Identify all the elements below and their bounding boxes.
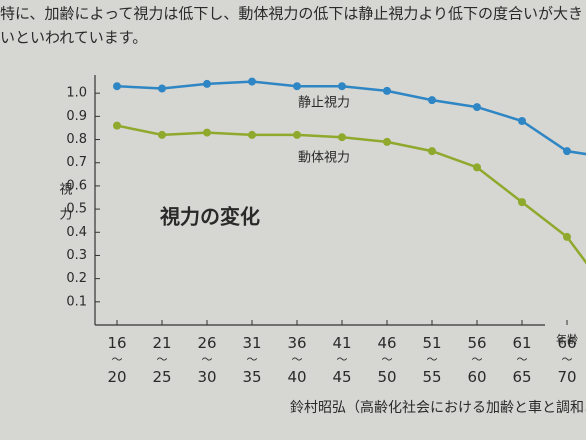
data-point: [383, 86, 391, 95]
y-tick-label: 0.1: [66, 294, 87, 309]
data-point: [518, 198, 526, 207]
y-tick-label: 0.2: [66, 271, 87, 286]
x-tick-label: 36 〜 40: [287, 334, 306, 386]
x-tick-label: 21 〜 25: [152, 334, 171, 386]
data-point: [338, 82, 346, 91]
data-point: [563, 232, 571, 241]
x-tick-label: 41 〜 45: [332, 334, 351, 386]
data-point: [113, 121, 121, 130]
data-point: [158, 84, 166, 93]
x-tick-label: 61 〜 65: [512, 334, 531, 386]
series-label: 動体視力: [298, 151, 350, 166]
y-tick-label: 0.7: [66, 155, 87, 170]
data-point: [473, 103, 481, 112]
x-tick-label: 51 〜 55: [422, 334, 441, 386]
series-line: [116, 124, 586, 265]
body-text: いといわれています。: [0, 29, 147, 47]
data-point: [563, 147, 571, 156]
data-point: [203, 128, 211, 137]
x-tick-label: 56 〜 60: [467, 334, 486, 386]
x-axis-label: 年齢: [556, 332, 578, 346]
series-line: [116, 80, 586, 156]
y-tick-label: 0.9: [66, 109, 87, 124]
data-point: [248, 77, 256, 86]
data-point: [113, 82, 121, 91]
y-tick-label: 0.3: [66, 248, 87, 263]
y-tick-label: 0.6: [66, 178, 87, 193]
y-tick-label: 0.5: [66, 202, 87, 217]
x-tick-label: 46 〜 50: [377, 334, 396, 386]
data-point: [473, 163, 481, 172]
data-point: [383, 137, 391, 146]
y-tick-label: 1.0: [66, 86, 87, 101]
x-tick-label: 26 〜 30: [197, 334, 216, 386]
x-tick-label: 66 〜 70: [557, 334, 576, 386]
data-point: [203, 79, 211, 88]
x-tick-label: 31 〜 35: [242, 334, 261, 386]
series-label: 静止視力: [298, 96, 350, 111]
data-point: [293, 82, 301, 91]
x-tick-label: 16 〜 20: [107, 334, 126, 386]
data-point: [158, 130, 166, 139]
source: 鈴村昭弘（高齢化社会における加齢と車と調和より）: [290, 399, 586, 416]
data-point: [248, 130, 256, 139]
y-axis-label: 視力: [57, 182, 73, 232]
data-point: [518, 117, 526, 125]
data-point: [293, 130, 301, 139]
y-tick-label: 0.4: [66, 225, 87, 240]
body-text: 特に、加齢によって視力は低下し、動体視力の低下は静止視力より低下の度合いが大き: [0, 5, 583, 23]
data-point: [428, 96, 436, 105]
data-point: [428, 147, 436, 156]
y-tick-label: 0.8: [66, 132, 87, 147]
chart-title: 視力の変化: [159, 205, 260, 229]
data-point: [338, 133, 346, 142]
